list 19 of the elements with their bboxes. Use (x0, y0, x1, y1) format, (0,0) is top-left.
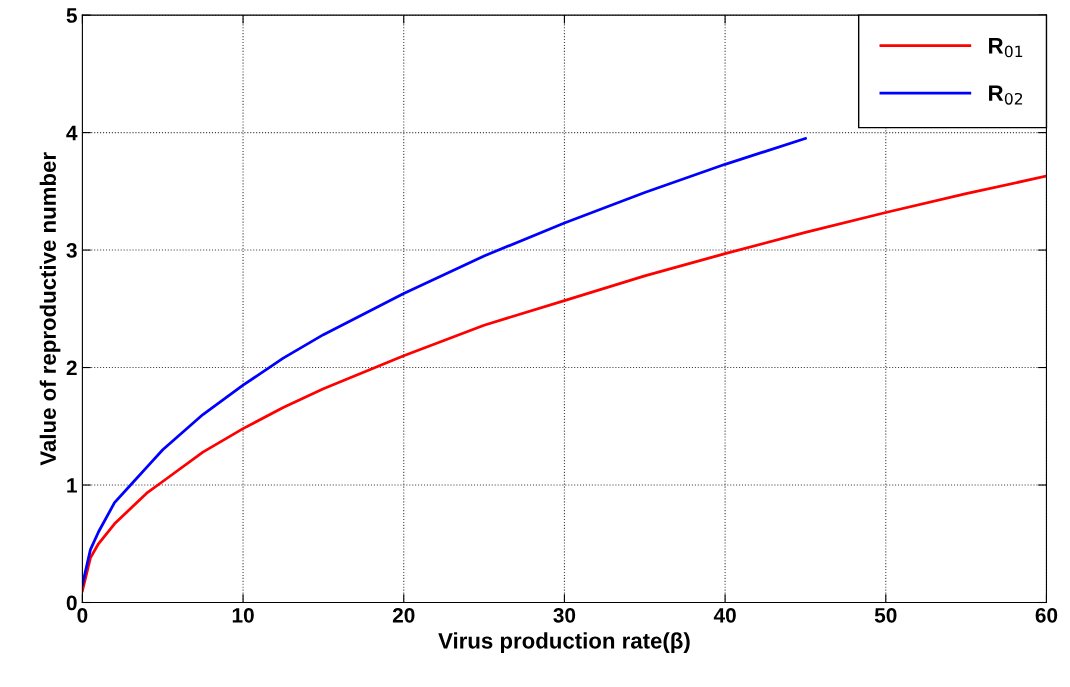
x-tick-label: 60 (1035, 607, 1058, 623)
line-series (82, 174, 1047, 593)
x-tick-label: 30 (553, 607, 576, 623)
y-tick-label: 0 (66, 595, 77, 611)
line-series (82, 137, 807, 587)
x-tick-label: 10 (232, 607, 254, 623)
y-axis-title: Value of reproductive number (39, 152, 61, 466)
legend-label: R$_{02}$ (989, 85, 1023, 105)
y-tick-label: 5 (66, 8, 77, 23)
legend-label: R$_{01}$ (989, 38, 1023, 58)
y-tick-label: 1 (67, 478, 77, 493)
x-tick-label: 50 (874, 607, 897, 623)
y-tick-label: 2 (66, 360, 77, 376)
x-tick-label: 20 (392, 607, 415, 623)
y-tick-label: 3 (66, 243, 77, 258)
x-tick-label: 0 (77, 607, 88, 623)
x-tick-label: 40 (713, 607, 736, 623)
x-axis-title: Virus production rate(β) (438, 632, 690, 654)
y-tick-label: 4 (66, 125, 78, 141)
